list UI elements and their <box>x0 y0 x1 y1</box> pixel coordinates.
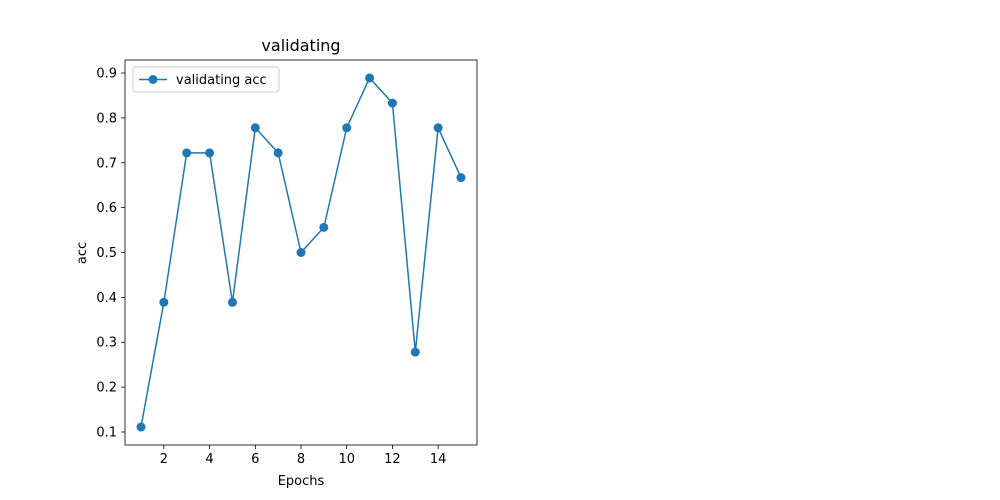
y-axis-label: acc <box>75 242 90 264</box>
data-point <box>136 422 146 432</box>
y-tick-label: 0.9 <box>96 67 117 82</box>
data-point <box>296 248 306 257</box>
y-tick-label: 0.5 <box>96 246 117 261</box>
data-point <box>365 73 375 83</box>
data-point <box>433 123 443 133</box>
data-point <box>159 297 169 307</box>
data-point <box>410 347 420 357</box>
y-tick-label: 0.6 <box>96 201 117 216</box>
data-point <box>227 297 237 307</box>
legend-box <box>132 66 280 93</box>
y-tick-label: 0.2 <box>96 381 117 396</box>
legend-marker <box>148 75 158 84</box>
y-tick-label: 0.4 <box>96 291 117 306</box>
x-tick-label: 4 <box>205 452 213 467</box>
x-axis-label: Epochs <box>278 474 325 489</box>
x-tick-label: 14 <box>430 452 447 467</box>
y-tick-label: 0.8 <box>96 111 117 126</box>
chart-title: validating <box>261 36 340 55</box>
x-tick-label: 10 <box>338 452 355 467</box>
plot-area: 2 4 6 8 10 12 14 0.1 0.2 0.3 0.4 0.5 0.6 0.7 0.8 0.9 val… <box>96 59 478 467</box>
x-tick-label: 6 <box>251 452 259 467</box>
data-point <box>273 148 283 158</box>
data-point <box>456 173 466 183</box>
data-point <box>319 222 329 232</box>
x-tick-label: 12 <box>384 452 401 467</box>
x-tick-label: 2 <box>160 452 168 467</box>
legend-label: validating acc <box>176 73 267 88</box>
y-tick-label: 0.7 <box>96 156 117 171</box>
y-tick-label: 0.3 <box>96 336 117 351</box>
y-tick-label: 0.1 <box>96 425 117 440</box>
data-point <box>387 98 397 108</box>
x-tick-label: 8 <box>297 452 305 467</box>
data-point <box>182 148 192 158</box>
data-point <box>205 148 215 158</box>
data-point <box>250 123 260 133</box>
data-point <box>342 123 352 133</box>
